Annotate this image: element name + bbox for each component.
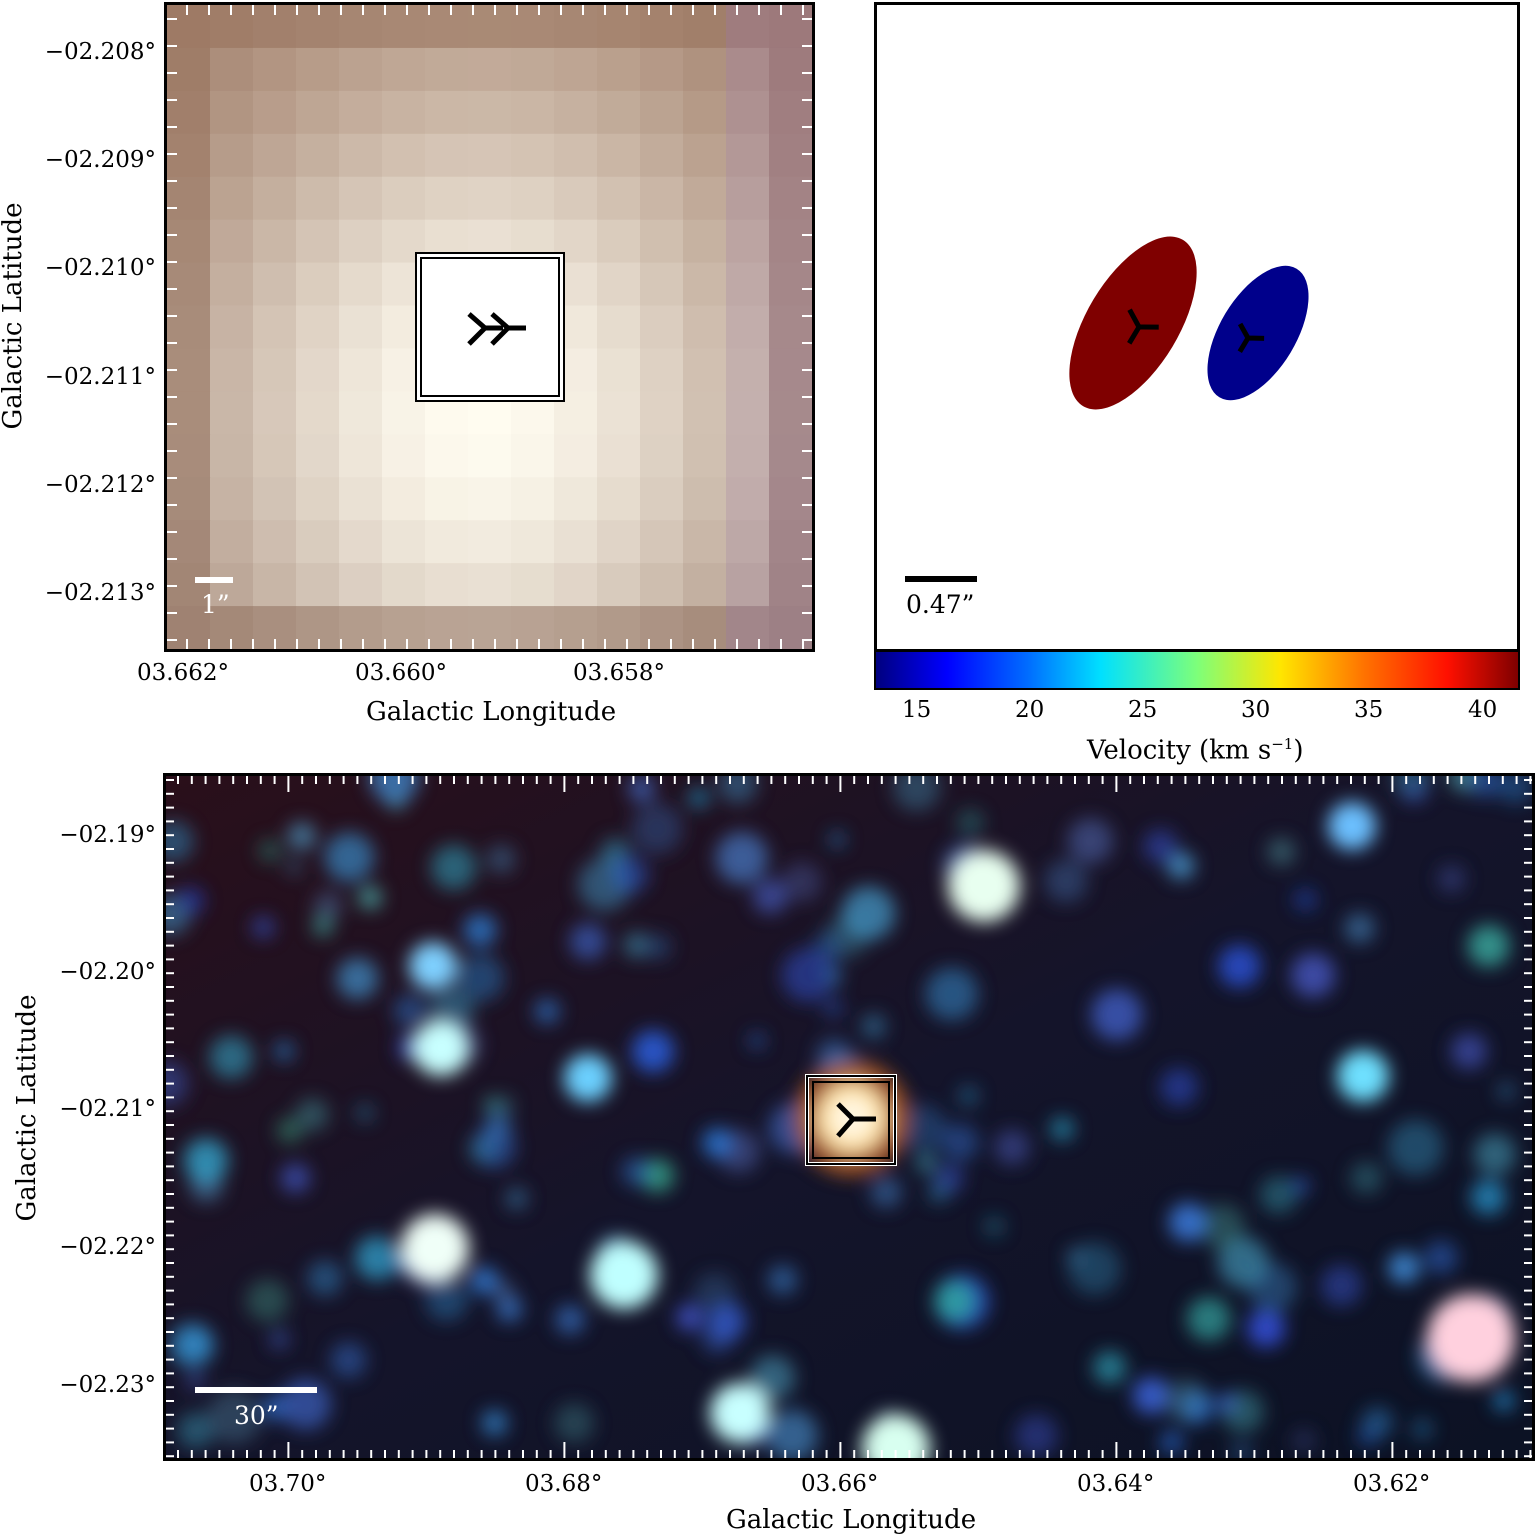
- colorbar-tick-4: 35: [1354, 697, 1384, 723]
- colorbar-tick-1: 20: [1015, 697, 1045, 723]
- bottom-star-field-image: 30”: [166, 776, 1532, 1458]
- bt-y-tick-4: −02.23°: [59, 1372, 156, 1398]
- radio-source-icon: [836, 1102, 876, 1138]
- tr-scale-bar: [905, 576, 977, 582]
- tl-y-tick-5: −02.213°: [44, 580, 156, 606]
- component-ellipse-red: [1069, 236, 1197, 410]
- tl-scale-bar: [195, 577, 233, 583]
- bt-scale-label: 30”: [234, 1401, 279, 1430]
- tl-y-tick-1: −02.209°: [44, 147, 156, 173]
- top-left-image-panel: 1”: [164, 2, 815, 652]
- bt-x-axis-title: Galactic Longitude: [726, 1505, 977, 1535]
- velocity-component-map: [1069, 236, 1309, 410]
- source-box: [805, 1074, 897, 1166]
- bt-y-axis-title: Galactic Latitude: [12, 994, 42, 1222]
- bt-x-tick-1: 03.68°: [525, 1471, 603, 1497]
- tl-ticks: [167, 5, 812, 649]
- tl-scale-label: 1”: [201, 590, 230, 619]
- bt-y-tick-3: −02.22°: [59, 1234, 156, 1260]
- component-ellipse-blue: [1207, 265, 1309, 401]
- colorbar-title-text: Velocity (km s: [1087, 735, 1272, 766]
- bt-scale-bar: [195, 1387, 317, 1393]
- tl-y-tick-4: −02.212°: [44, 472, 156, 498]
- bottom-wide-field-panel: 30”: [163, 773, 1535, 1461]
- colorbar-title-sup: −1: [1271, 735, 1294, 753]
- bt-y-tick-2: −02.21°: [59, 1096, 156, 1122]
- tl-x-tick-0: 03.662°: [137, 660, 229, 686]
- colorbar-tick-3: 30: [1241, 697, 1271, 723]
- colorbar-tick-5: 40: [1468, 697, 1498, 723]
- tl-y-tick-0: −02.208°: [44, 39, 156, 65]
- bt-x-tick-4: 03.62°: [1353, 1471, 1431, 1497]
- top-left-pixel-image: 1”: [167, 5, 812, 649]
- colorbar-tick-0: 15: [902, 697, 932, 723]
- colorbar-title-end: ): [1293, 735, 1304, 766]
- tl-y-axis-title: Galactic Latitude: [0, 202, 28, 430]
- bt-x-tick-2: 03.66°: [801, 1471, 879, 1497]
- tl-y-tick-2: −02.210°: [44, 255, 156, 281]
- bt-y-tick-1: −02.20°: [59, 959, 156, 985]
- bt-y-tick-0: −02.19°: [59, 822, 156, 848]
- tr-scale-label: 0.47”: [906, 590, 975, 619]
- bt-x-tick-0: 03.70°: [249, 1471, 327, 1497]
- top-right-velocity-panel: [874, 2, 1520, 652]
- colorbar-tick-2: 25: [1128, 697, 1158, 723]
- tl-x-tick-1: 03.660°: [355, 660, 447, 686]
- radio-source-icon: [1237, 322, 1265, 354]
- radio-source-icon: [1127, 308, 1159, 345]
- tl-x-axis-title: Galactic Longitude: [366, 697, 617, 727]
- colorbar-title: Velocity (km s−1): [1087, 735, 1303, 766]
- velocity-colorbar: [874, 650, 1520, 690]
- radio-source-icon: [467, 312, 526, 346]
- tl-y-tick-3: −02.211°: [44, 364, 156, 390]
- tl-x-tick-2: 03.658°: [573, 660, 665, 686]
- bt-x-tick-3: 03.64°: [1077, 1471, 1155, 1497]
- bt-ticks: [166, 776, 1532, 1458]
- pixel-grid: [167, 5, 812, 649]
